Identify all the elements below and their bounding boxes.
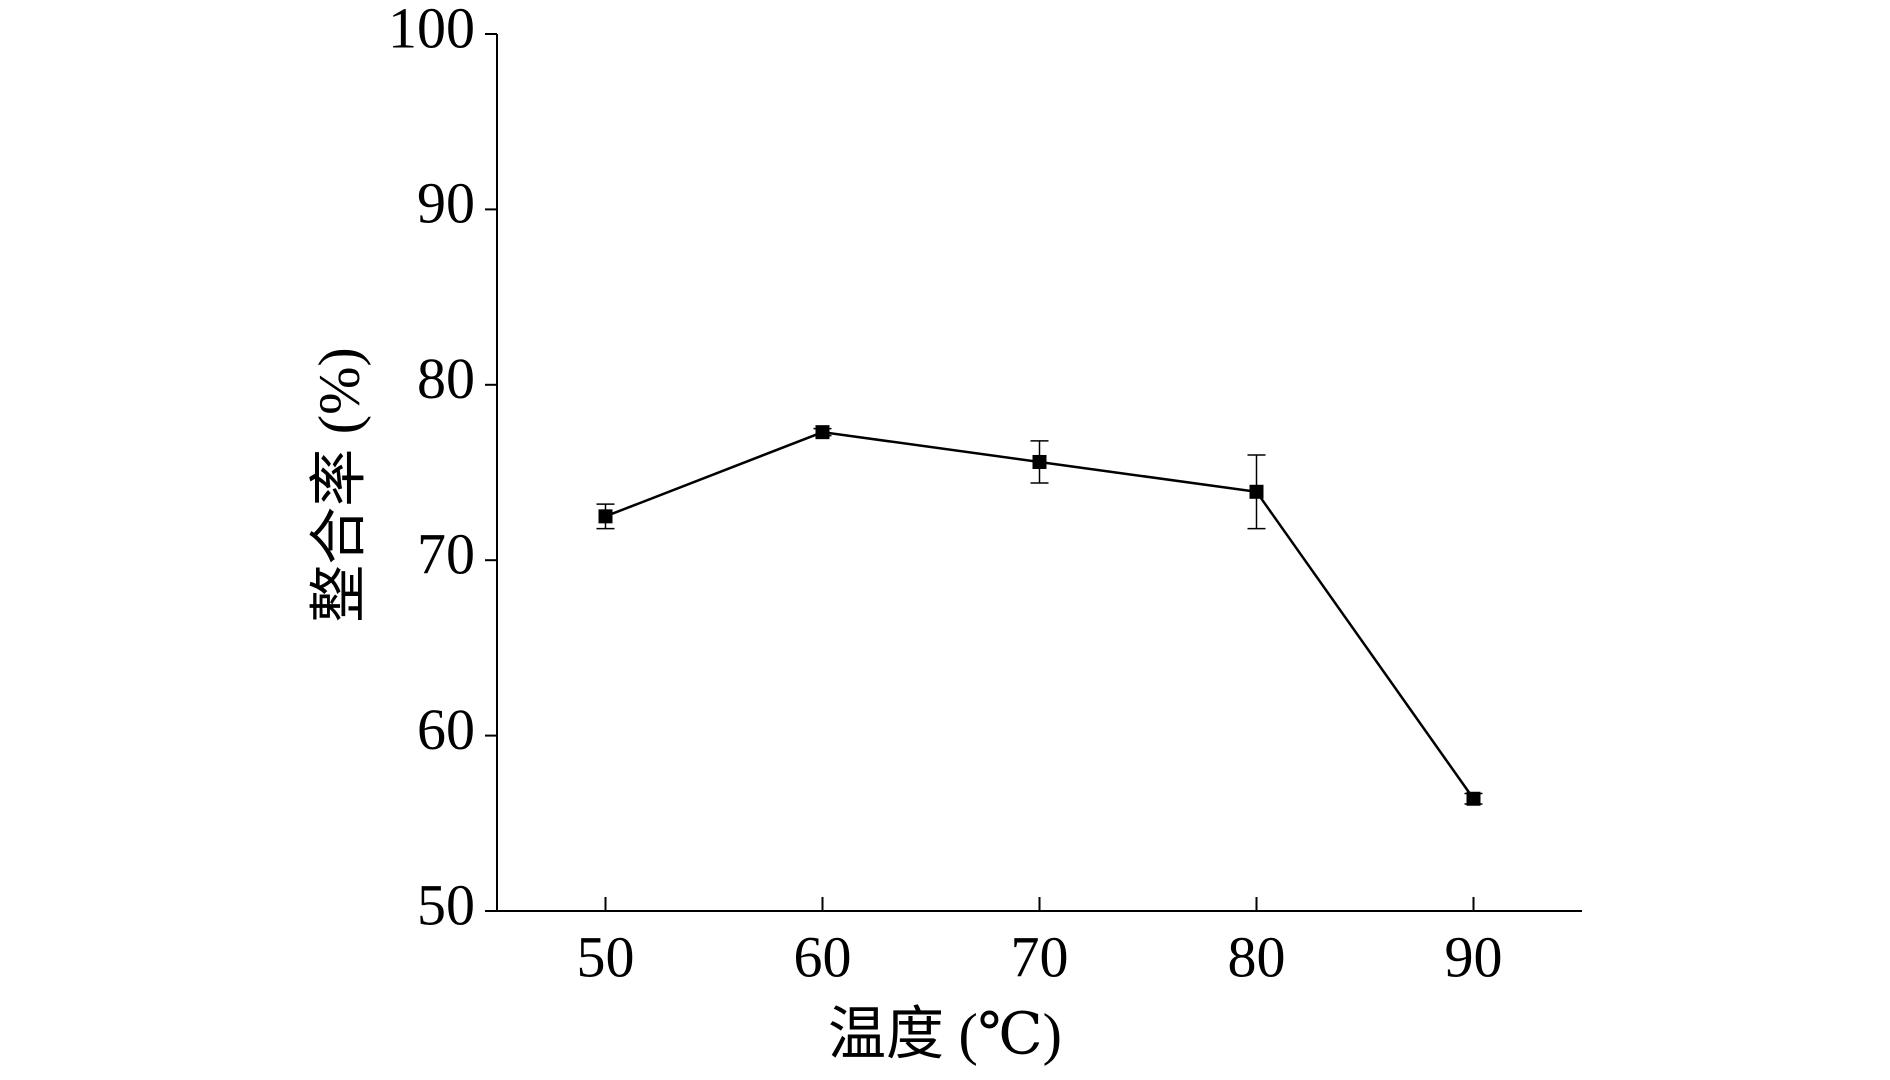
marker [1249,484,1264,499]
marker [815,425,830,440]
marker [1032,454,1047,469]
y-tick-label: 60 [417,697,475,762]
y-axis-label: 整合率 (%) [306,347,371,622]
marker [1466,791,1481,806]
y-tick-label: 100 [388,0,475,60]
x-tick-label: 80 [1228,924,1286,989]
y-tick-label: 90 [417,171,475,236]
x-axis-label: 温度 (℃) [828,1001,1062,1066]
y-tick-label: 80 [417,346,475,411]
x-tick-label: 70 [1011,924,1069,989]
data-line [605,430,1475,800]
y-tick-label: 70 [417,522,475,587]
x-tick-label: 90 [1445,924,1503,989]
y-tick-label: 50 [417,872,475,937]
marker [598,509,613,524]
x-tick-label: 50 [577,924,635,989]
x-tick-label: 60 [794,924,852,989]
